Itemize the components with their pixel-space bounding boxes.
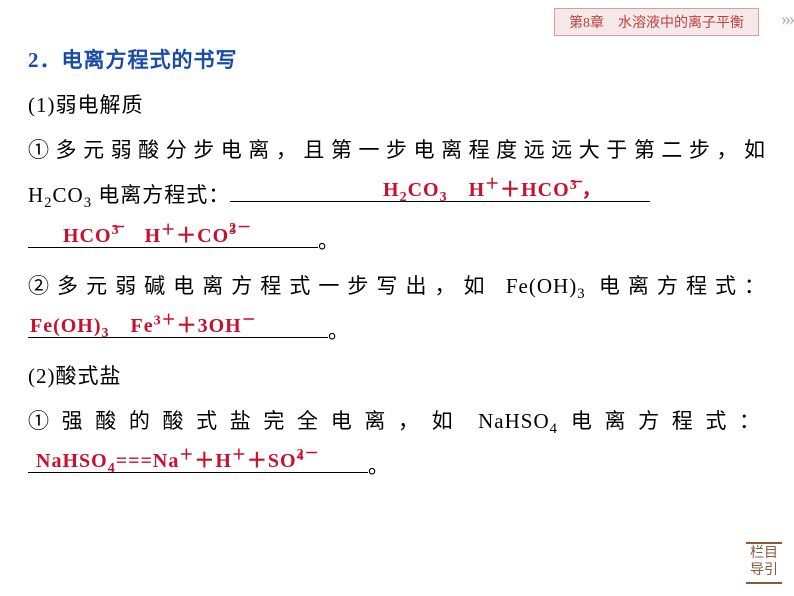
- subhead-2-text: (2)酸式盐: [28, 364, 122, 388]
- chevron-decor: »»: [781, 8, 789, 31]
- item-1-mid: 电离方程式：: [92, 183, 230, 207]
- answer-1b: HCO－3 H＋＋CO2－3: [63, 215, 249, 258]
- title-number: 2．: [28, 48, 62, 72]
- nav-button[interactable]: 栏目 导引: [746, 542, 782, 584]
- subhead-2: (2)酸式盐: [28, 354, 766, 399]
- item-3-text: ①强酸的酸式盐完全电离，如 NaHSO4 电离方程式：: [28, 409, 766, 433]
- nav-top: 栏目: [750, 546, 778, 563]
- item-1-line-c: 。 HCO－3 H＋＋CO2－3: [28, 219, 766, 264]
- chapter-header: 第8章 水溶液中的离子平衡: [554, 8, 759, 36]
- title-text: 电离方程式的书写: [62, 48, 238, 72]
- chapter-label: 第8章 水溶液中的离子平衡: [569, 16, 744, 31]
- item-1-text-a: ①多元弱酸分步电离，且第一步电离程度远远大于第二步，如: [28, 138, 766, 162]
- nav-bot: 导引: [750, 563, 778, 580]
- h2co3-label: H2CO3: [28, 183, 92, 207]
- item-1-line-a: ①多元弱酸分步电离，且第一步电离程度远远大于第二步，如: [28, 128, 766, 173]
- answer-2: Fe(OH)3 Fe3＋＋3OH－: [30, 305, 257, 348]
- page-content: 2．电离方程式的书写 (1)弱电解质 ①多元弱酸分步电离，且第一步电离程度远远大…: [28, 38, 766, 489]
- item-3-line-a: ①强酸的酸式盐完全电离，如 NaHSO4 电离方程式：: [28, 399, 766, 444]
- subhead-1: (1)弱电解质: [28, 83, 766, 128]
- answer-1a: H2CO3 H＋＋HCO－3，: [383, 169, 603, 212]
- item-1-line-b: H2CO3 电离方程式： H2CO3 H＋＋HCO－3，: [28, 173, 766, 218]
- item-2-text-a: ②多元弱碱电离方程式一步写出，如 Fe(OH)3 电离方程式：: [28, 274, 766, 298]
- item-2-line-b: 。 Fe(OH)3 Fe3＋＋3OH－: [28, 309, 766, 354]
- subhead-1-text: (1)弱电解质: [28, 93, 144, 117]
- item-3-line-b: 。 NaHSO4===Na＋＋H＋＋SO2－4: [28, 444, 766, 489]
- answer-3: NaHSO4===Na＋＋H＋＋SO2－4: [36, 440, 317, 483]
- section-title: 2．电离方程式的书写: [28, 38, 766, 83]
- item-2-line-a: ②多元弱碱电离方程式一步写出，如 Fe(OH)3 电离方程式：: [28, 264, 766, 309]
